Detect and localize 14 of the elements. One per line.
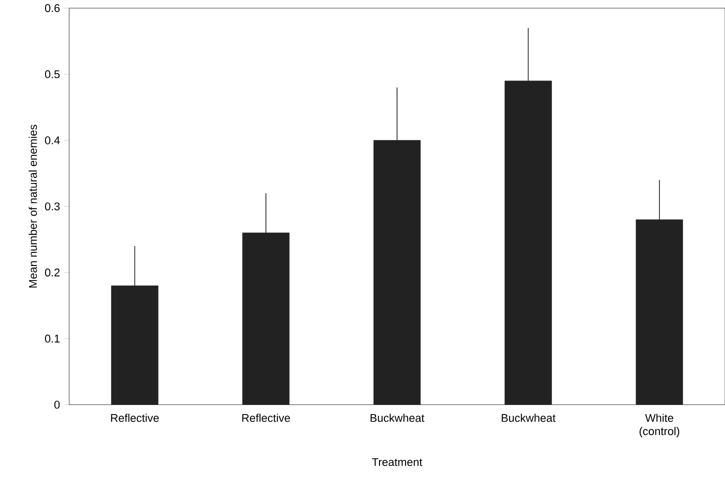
y-tick-label: 0.2 — [45, 268, 60, 276]
y-tick-label: 0.4 — [45, 136, 60, 144]
x-tick-label: Reflective — [111, 414, 159, 422]
y-tick-label: 0.3 — [45, 202, 60, 210]
x-tick-label: Reflective — [242, 414, 290, 422]
x-axis-title: Treatment — [372, 458, 422, 466]
y-tick-label: 0.5 — [45, 70, 60, 78]
x-tick-label: Buckwheat — [502, 414, 556, 422]
y-tick-label: 0.6 — [45, 4, 60, 12]
x-tick-label: Buckwheat — [370, 414, 424, 422]
y-tick-label: 0.1 — [45, 334, 60, 343]
y-axis-title: Mean number of natural enemies — [28, 124, 37, 288]
x-tick-label: White (control) — [640, 414, 680, 438]
y-tick-label: 0 — [54, 400, 60, 409]
